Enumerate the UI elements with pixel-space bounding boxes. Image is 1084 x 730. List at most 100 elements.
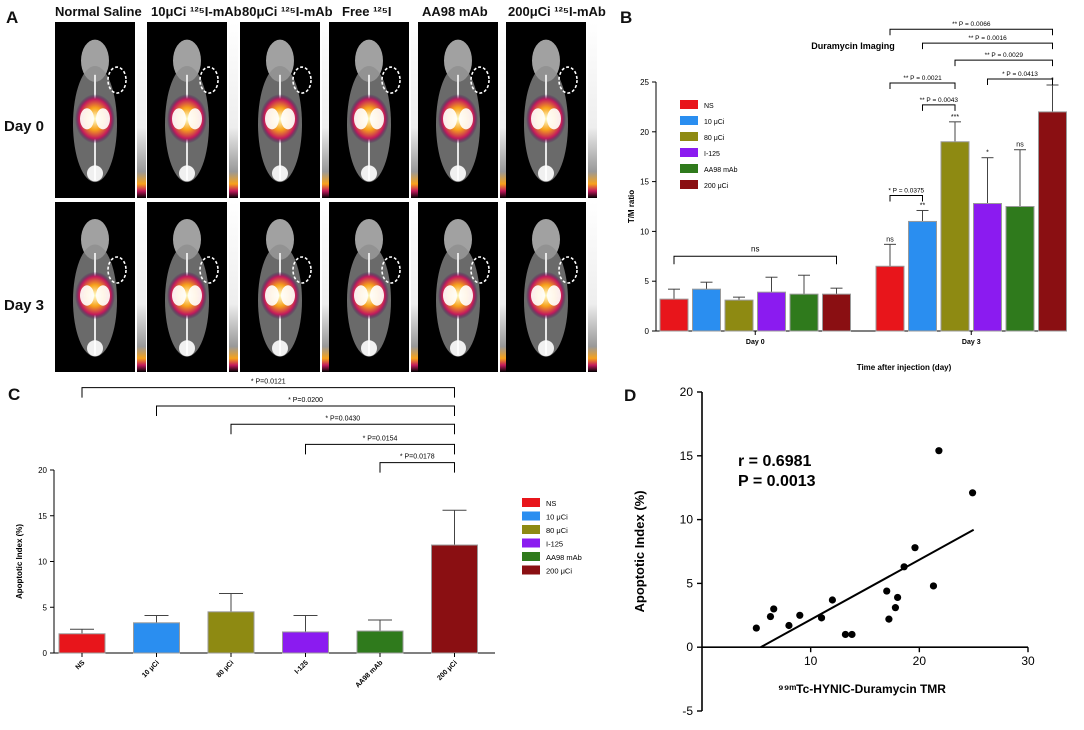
bracket-label: ** P = 0.0021 [903,75,942,82]
uptake-hotspot [167,94,207,144]
mouse-scan-graphic [347,39,401,183]
legend-swatch [680,100,698,109]
uptake-hotspot [260,271,300,320]
panel-b-label: B [620,8,633,27]
mouse-image-r1-c5 [506,202,586,372]
bracket-label: ** P = 0.0066 [952,21,991,28]
tumor-circle [470,66,490,94]
y-tick-label: 0 [645,327,650,336]
bar-aa98-mab [356,630,404,654]
y-tick-label: 10 [38,558,47,567]
y-tick-label: 5 [645,277,650,286]
intensity-scale-bar [588,22,597,198]
y-tick-label: 10 [680,513,694,527]
bracket-label: ** P = 0.0016 [968,35,1007,42]
mouse-image-r1-c2 [240,202,320,372]
data-point [785,621,793,630]
y-axis-label: Apoptotic Index (%) [632,490,647,612]
data-point [841,630,850,639]
bracket-label-day0: ns [751,244,759,253]
uptake-hotspot [349,271,389,320]
data-point [796,611,804,619]
col-title-free-i125: Free ¹²⁵I [342,4,392,19]
x-tick-label: Day 0 [746,339,765,346]
tumor-circle [292,66,312,94]
tumor-circle [199,256,219,284]
x-tick-label: AA98 mAb [354,659,384,689]
bladder-hotspot [179,340,195,357]
tumor-circle [558,66,578,94]
kidney-right [281,108,295,130]
significance-mark: ** [920,202,926,209]
x-axis-label: Time after injection (day) [857,363,952,372]
data-point [770,605,778,613]
data-point [968,489,977,497]
kidney-right [188,108,202,130]
bar-i-125 [282,631,329,654]
fit-line [760,528,975,649]
tumor-circle [107,256,127,284]
legend-swatch [522,538,540,548]
bar-10-μci [692,288,721,332]
chart-c-apoptotic-index: 0 5 10 15 20 Apoptotic Index (%) NS 10 μCi 80 μC… [15,379,582,690]
data-point [766,612,775,621]
bracket [230,423,455,435]
chart-d-correlation: -5 0 5 10 15 20 10 20 30 Apoptotic Index (%) ⁹⁹ᵐTc… [632,385,1035,718]
kidney-left [443,108,457,130]
mouse-image-r1-c4 [418,202,498,372]
bar-80-μci [724,299,754,332]
bladder-hotspot [538,340,554,357]
bracket-label: * P=0.0121 [251,379,286,386]
intensity-scale-bar [137,202,146,372]
x-tick-label: I-125 [294,659,310,675]
kidney-left [354,285,368,306]
bar-ns [659,298,689,332]
tumor-circle [107,66,127,94]
mouse-scan-graphic [165,39,219,183]
data-point [929,582,938,590]
mouse-scan-graphic [165,219,219,357]
kidney-right [281,285,295,306]
y-tick-label: 20 [38,466,47,475]
legend-label: 80 μCi [546,526,568,535]
y-tick-label: 10 [640,227,649,236]
uptake-hotspot [75,94,115,144]
y-tick-label: 15 [38,512,47,521]
uptake-hotspot [526,271,566,320]
bracket [889,28,1053,36]
panel-a-label: A [6,8,19,27]
y-tick-label: 25 [640,78,649,87]
bracket-label: * P=0.0430 [325,415,360,422]
mouse-scan-graphic [524,39,578,183]
intensity-scale-bar [229,22,238,198]
mouse-image-r0-c1 [147,22,227,198]
tumor-circle [381,66,401,94]
kidney-left [265,285,279,306]
data-point [935,447,943,455]
bar-200-μci [1038,111,1067,332]
intensity-scale-bar [229,202,238,372]
mouse-scan-graphic [436,219,490,357]
uptake-hotspot [438,94,478,144]
legend-label: 10 μCi [704,119,725,126]
row-label-day0: Day 0 [4,118,45,135]
stat-p: P = 0.0013 [738,473,816,490]
bar-ns [58,633,106,654]
mouse-image-r0-c3 [329,22,409,198]
x-tick-label: NS [75,659,87,671]
kidney-left [172,285,186,306]
intensity-scale-bar [500,202,509,372]
legend-label: I-125 [546,540,563,549]
x-tick-label: 20 [913,654,927,668]
data-point [891,604,900,612]
bar-i-125 [757,291,786,332]
kidney-right [188,285,202,306]
data-point [900,563,908,571]
mouse-image-r1-c3 [329,202,409,372]
bladder-hotspot [538,165,554,182]
data-point [894,593,902,602]
tumor-circle [292,256,312,284]
bladder-hotspot [450,340,466,357]
kidney-left [443,285,457,306]
data-point [885,615,893,623]
